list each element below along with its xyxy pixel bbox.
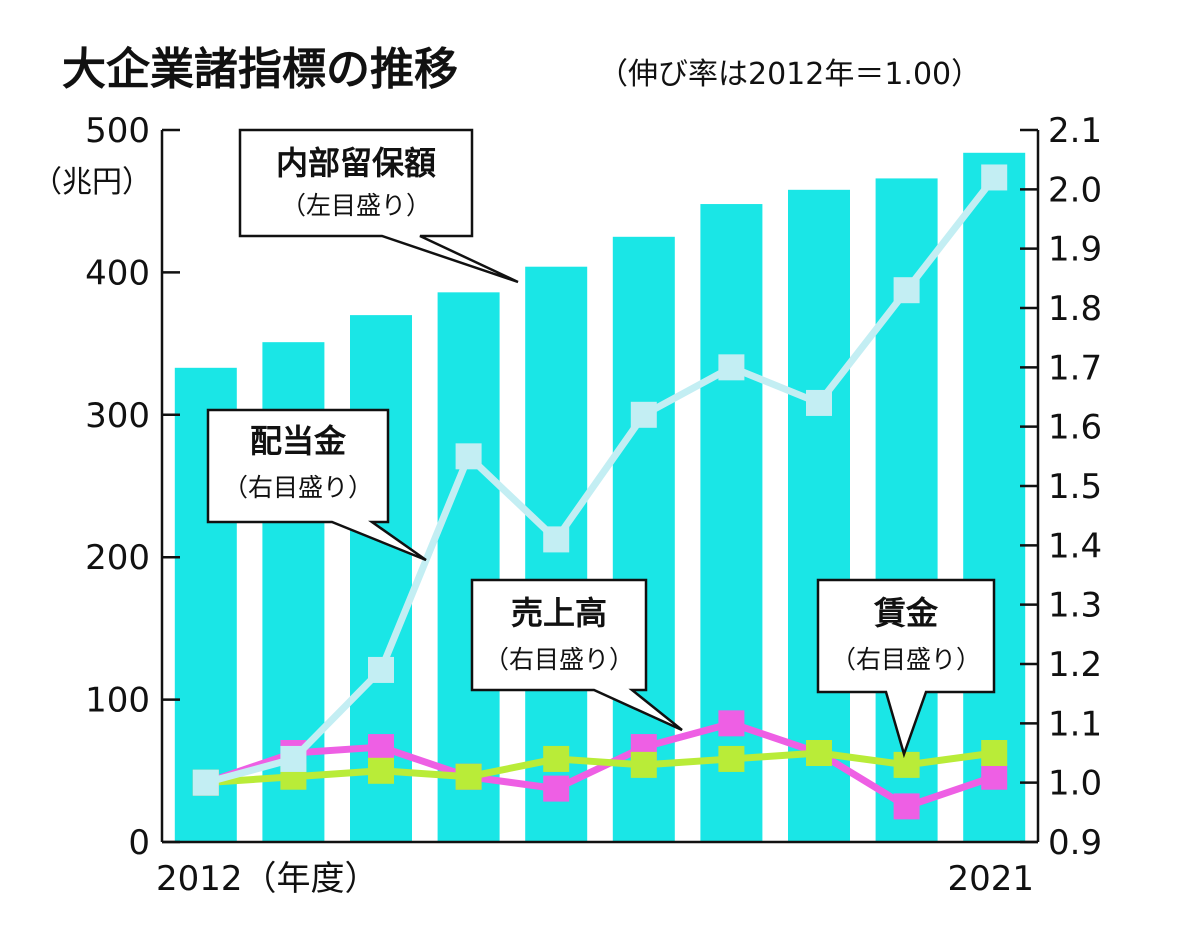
marker-wages-2018 (718, 745, 745, 772)
lines-layer (192, 164, 1008, 820)
marker-dividend-2015 (455, 443, 482, 470)
right-tick-label-1.8: 1.8 (1048, 289, 1102, 329)
right-tick-label-1.2: 1.2 (1048, 645, 1102, 685)
left-tick-label-400: 400 (85, 253, 150, 293)
callout-wages-title: 賃金 (873, 594, 939, 632)
callout-sales-title: 売上高 (511, 594, 607, 632)
callout-wages: 賃金 （右目盛り） (816, 578, 996, 759)
callout-sales: 売上高 （右目盛り） (470, 578, 683, 732)
right-tick-label-1.4: 1.4 (1048, 526, 1102, 566)
callout-retained-sub: （左目盛り） (281, 191, 431, 220)
right-tick-label-1.6: 1.6 (1048, 408, 1102, 448)
callout-wages-box (816, 578, 996, 759)
bar-2015 (437, 292, 500, 842)
right-tick-label-1.1: 1.1 (1048, 704, 1102, 744)
marker-sales-2014 (368, 734, 394, 761)
callout-retained-box (238, 128, 519, 284)
marker-sales-2021 (981, 763, 1008, 790)
left-tick-label-100: 100 (85, 681, 150, 721)
left-tick-label-500: 500 (85, 111, 150, 151)
right-tick-label-1.9: 1.9 (1048, 230, 1102, 270)
marker-wages-2017 (630, 751, 657, 778)
callout-dividend-box (206, 408, 427, 562)
right-tick-label-2.0: 2.0 (1048, 170, 1102, 210)
right-tick-label-2.1: 2.1 (1048, 111, 1102, 151)
marker-wages-2016 (543, 745, 570, 772)
marker-wages-2019 (806, 740, 832, 766)
marker-wages-2015 (455, 763, 482, 790)
left-tick-label-200: 200 (85, 538, 150, 578)
callout-dividend-title: 配当金 (250, 422, 347, 460)
bar-2021 (963, 152, 1026, 842)
marker-dividend-2014 (368, 656, 394, 683)
line-wages (202, 749, 998, 787)
x-tick-start: 2012（年度） (156, 859, 379, 899)
callout-retained: 内部留保額 （左目盛り） (238, 128, 519, 284)
marker-dividend-2016 (543, 526, 570, 553)
callout-sales-box (470, 578, 683, 732)
marker-dividend-2017 (630, 401, 657, 428)
marker-sales-2020 (893, 793, 920, 820)
callout-dividend-sub: （右目盛り） (223, 473, 373, 502)
right-tick-label-1.7: 1.7 (1048, 348, 1102, 388)
marker-wages-2014 (368, 757, 394, 784)
marker-dividend-2012 (192, 769, 219, 796)
callout-sales-sub: （右目盛り） (484, 645, 634, 674)
right-tick-label-1.3: 1.3 (1048, 586, 1102, 626)
callout-dividend: 配当金 （右目盛り） (206, 408, 427, 562)
line-dividend (202, 173, 998, 787)
x-tick-end: 2021 (947, 859, 1034, 899)
right-tick-label-1.0: 1.0 (1048, 764, 1102, 804)
chart-title: 大企業諸指標の推移 (62, 44, 458, 95)
marker-dividend-2020 (893, 277, 920, 304)
axes-layer: 0 100 200 300 400 500 0.9 1.0 1.1 1.2 1.3 1.4 1.5 1.6… (85, 111, 1102, 863)
chart-subtitle: （伸び率は2012年＝1.00） (598, 57, 981, 92)
right-tick-label-1.5: 1.5 (1048, 467, 1102, 507)
left-tick-label-300: 300 (85, 396, 150, 436)
left-axis-unit: （兆円） (32, 165, 152, 200)
marker-wages-2021 (981, 740, 1008, 766)
callout-retained-title: 内部留保額 (276, 144, 436, 182)
callout-wages-sub: （右目盛り） (831, 645, 981, 674)
marker-dividend-2019 (806, 389, 832, 416)
bar-2019 (788, 189, 850, 843)
marker-wages-2020 (893, 751, 920, 778)
marker-dividend-2018 (718, 354, 745, 381)
marker-dividend-2013 (280, 745, 307, 772)
marker-sales-2018 (718, 710, 745, 737)
marker-dividend-2021 (981, 164, 1008, 191)
line-sales (202, 719, 998, 810)
marker-sales-2016 (543, 775, 570, 802)
left-tick-label-0: 0 (128, 823, 150, 863)
right-tick-label-0.9: 0.9 (1048, 823, 1102, 863)
